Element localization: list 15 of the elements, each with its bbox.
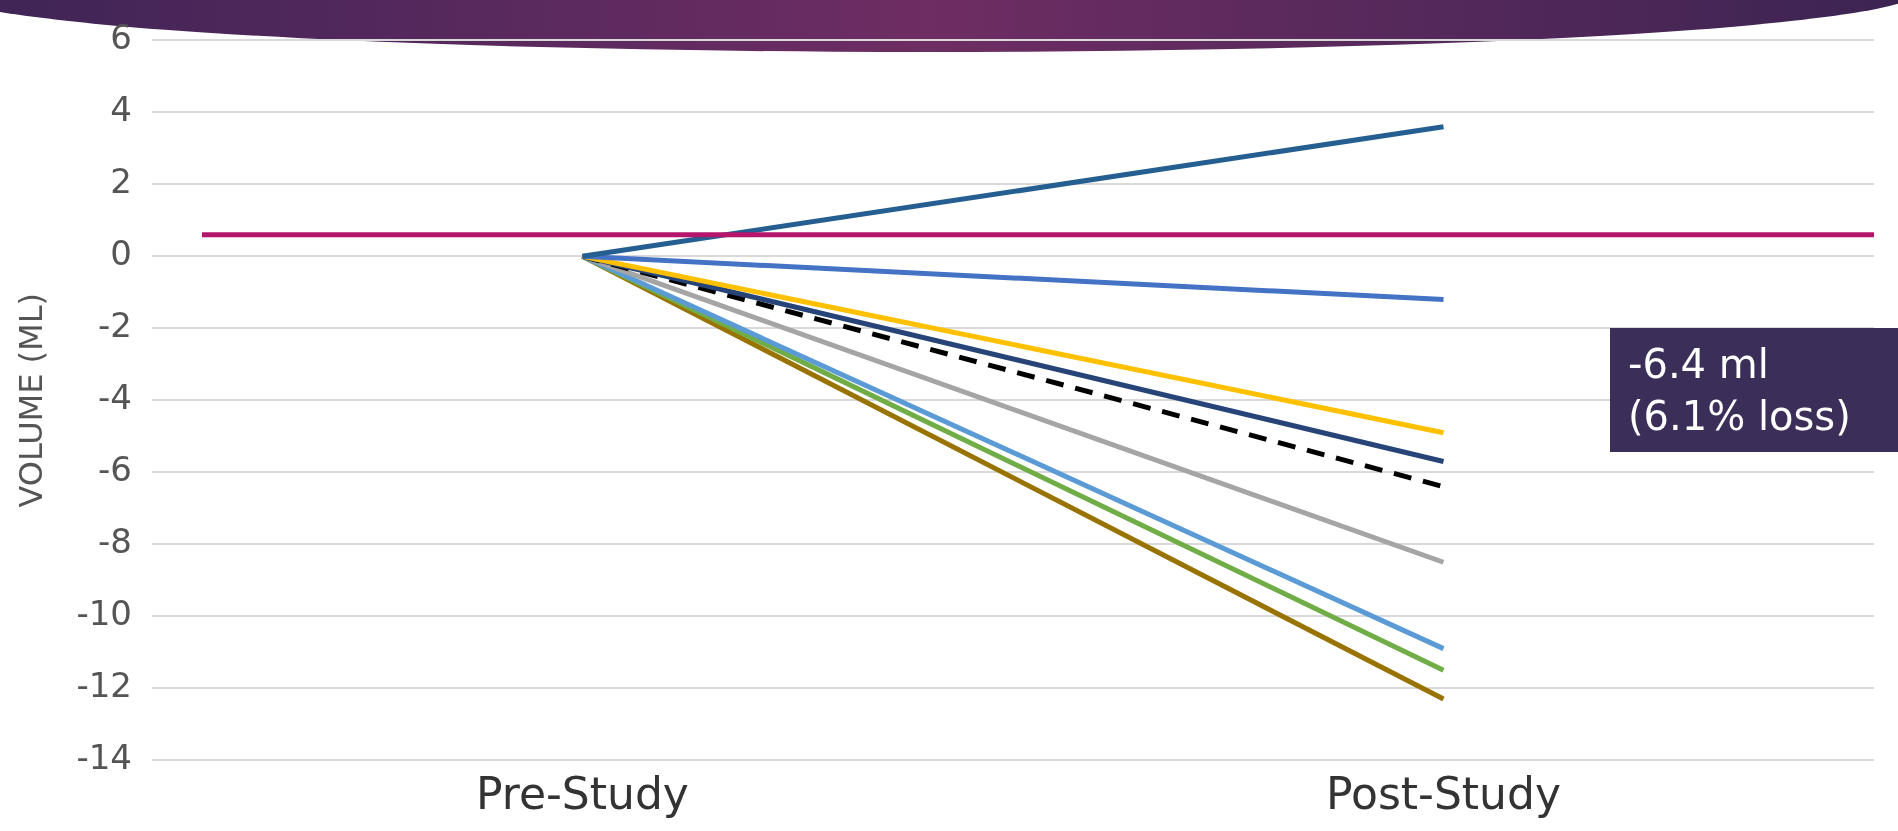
y-tick-label: 2 <box>110 161 132 202</box>
y-tick-label: -12 <box>76 665 132 706</box>
x-tick-label: Pre-Study <box>476 768 689 820</box>
y-tick-label: -8 <box>98 521 132 562</box>
y-tick-label: 4 <box>110 89 132 130</box>
y-axis-title: VOLUME (ML) <box>11 293 50 508</box>
annotation: -6.4 ml (6.1% loss) <box>1610 328 1898 452</box>
y-tick-label: 6 <box>110 17 132 58</box>
y-tick-label: -10 <box>76 593 132 634</box>
y-tick-label: 0 <box>110 233 132 274</box>
y-tick-label: -2 <box>98 305 132 346</box>
x-tick-label: Post-Study <box>1325 768 1561 820</box>
y-tick-label: -14 <box>76 737 132 778</box>
y-tick-label: -4 <box>98 377 132 418</box>
y-tick-label: -6 <box>98 449 132 490</box>
